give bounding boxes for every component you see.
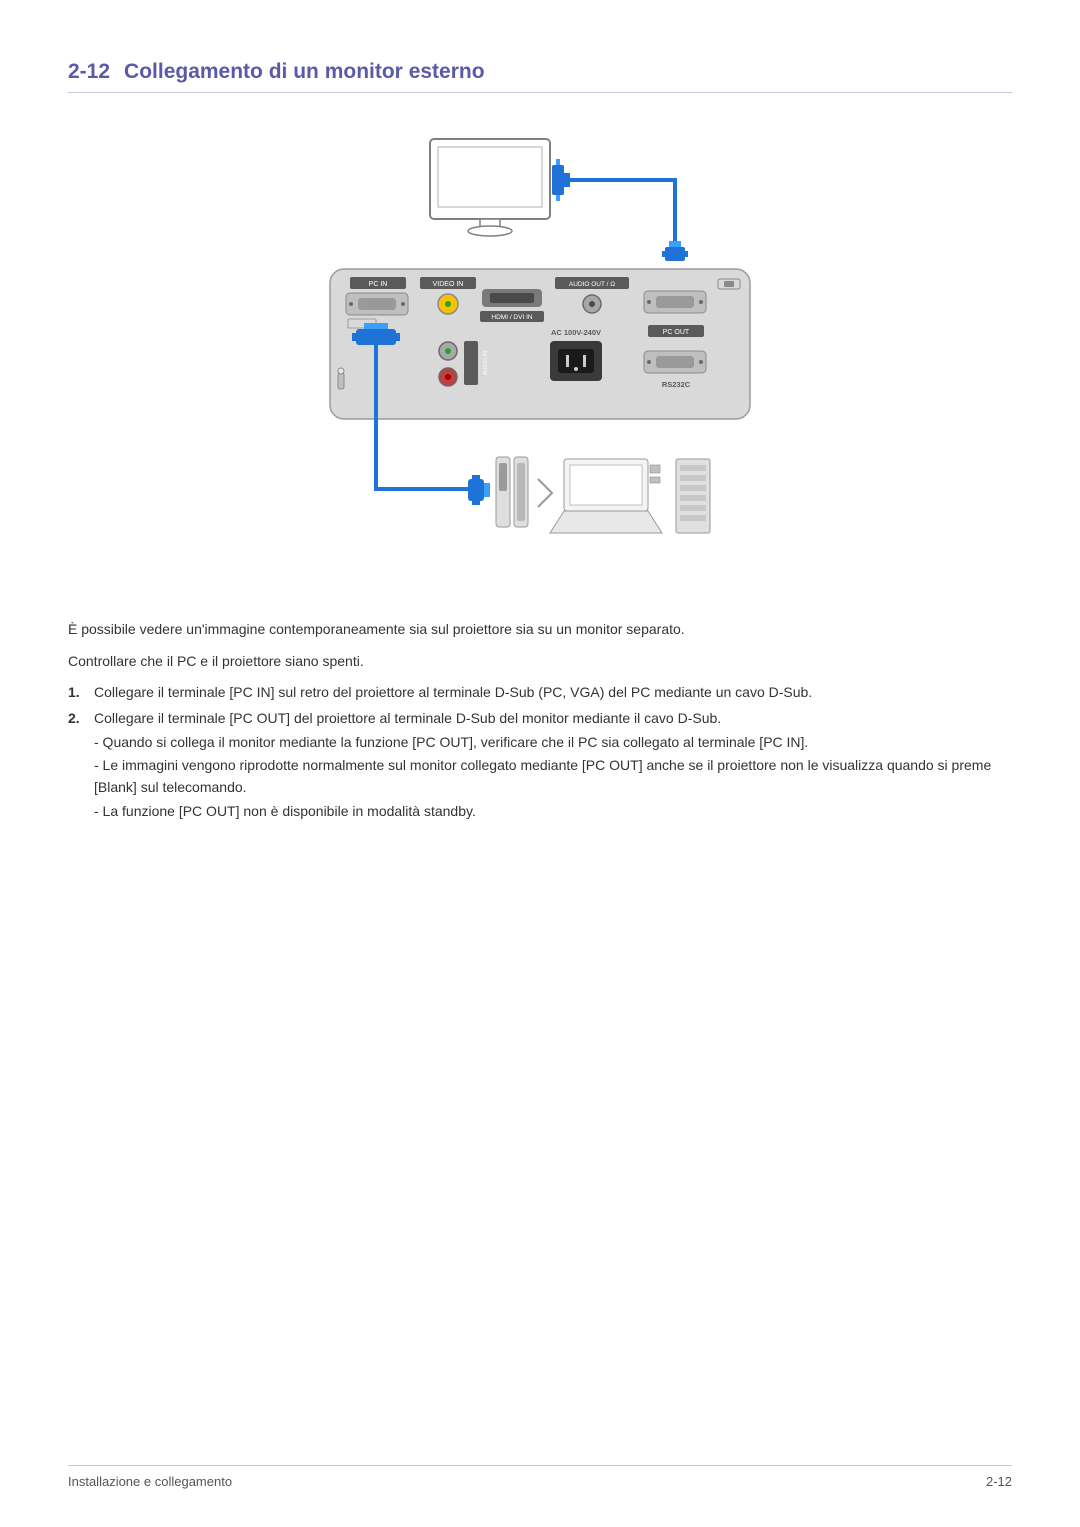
label-ac: AC 100V-240V bbox=[551, 328, 601, 337]
footer-right: 2-12 bbox=[986, 1474, 1012, 1489]
heading-title: Collegamento di un monitor esterno bbox=[124, 60, 485, 83]
step-marker: 2. bbox=[68, 708, 94, 822]
pc-port-strip-icon bbox=[496, 457, 528, 527]
chevron-right-icon bbox=[538, 479, 552, 507]
step-text: Collegare il terminale [PC OUT] del proi… bbox=[94, 710, 721, 726]
steps-list: 1. Collegare il terminale [PC IN] sul re… bbox=[68, 682, 1012, 822]
label-pc-out: PC OUT bbox=[663, 329, 690, 336]
label-rs232c: RS232C bbox=[662, 380, 691, 389]
section-heading: 2-12 Collegamento di un monitor esterno bbox=[68, 60, 1012, 93]
label-pc-in: PC IN bbox=[369, 281, 388, 288]
connection-diagram: PC IN VIDEO IN AUDIO OUT / Ω bbox=[320, 129, 760, 559]
cable-monitor-icon bbox=[570, 180, 675, 249]
heading-number: 2-12 bbox=[68, 60, 110, 83]
step-item: 1. Collegare il terminale [PC IN] sul re… bbox=[68, 682, 1012, 704]
diagram-container: PC IN VIDEO IN AUDIO OUT / Ω bbox=[68, 129, 1012, 559]
label-audio-out: AUDIO OUT / Ω bbox=[569, 281, 615, 288]
label-audio-in: AUDIO IN bbox=[483, 351, 489, 375]
intro-paragraph-2: Controllare che il PC e il proiettore si… bbox=[68, 651, 1012, 673]
diagram-svg: PC IN VIDEO IN AUDIO OUT / Ω bbox=[320, 129, 760, 559]
desktop-tower-icon bbox=[676, 459, 710, 533]
page: 2-12 Collegamento di un monitor esterno bbox=[0, 0, 1080, 1527]
intro-paragraph-1: È possibile vedere un'immagine contempor… bbox=[68, 619, 1012, 641]
step-marker: 1. bbox=[68, 682, 94, 704]
step-sub: - Le immagini vengono riprodotte normalm… bbox=[94, 755, 1012, 798]
label-video-in: VIDEO IN bbox=[433, 281, 464, 288]
page-footer: Installazione e collegamento 2-12 bbox=[68, 1465, 1012, 1489]
panel-top-vga-connector-icon bbox=[662, 241, 688, 261]
monitor-vga-connector-icon bbox=[552, 159, 570, 201]
step-item: 2. Collegare il terminale [PC OUT] del p… bbox=[68, 708, 1012, 822]
step-sub: - Quando si collega il monitor mediante … bbox=[94, 732, 1012, 754]
pc-end-vga-connector-icon bbox=[468, 475, 490, 505]
step-text: Collegare il terminale [PC IN] sul retro… bbox=[94, 684, 812, 700]
footer-left: Installazione e collegamento bbox=[68, 1474, 232, 1489]
label-hdmi: HDMI / DVI IN bbox=[491, 314, 532, 321]
laptop-icon bbox=[550, 459, 662, 533]
step-sub: - La funzione [PC OUT] non è disponibile… bbox=[94, 801, 1012, 823]
body-text: È possibile vedere un'immagine contempor… bbox=[68, 619, 1012, 823]
external-monitor-icon bbox=[430, 139, 550, 236]
